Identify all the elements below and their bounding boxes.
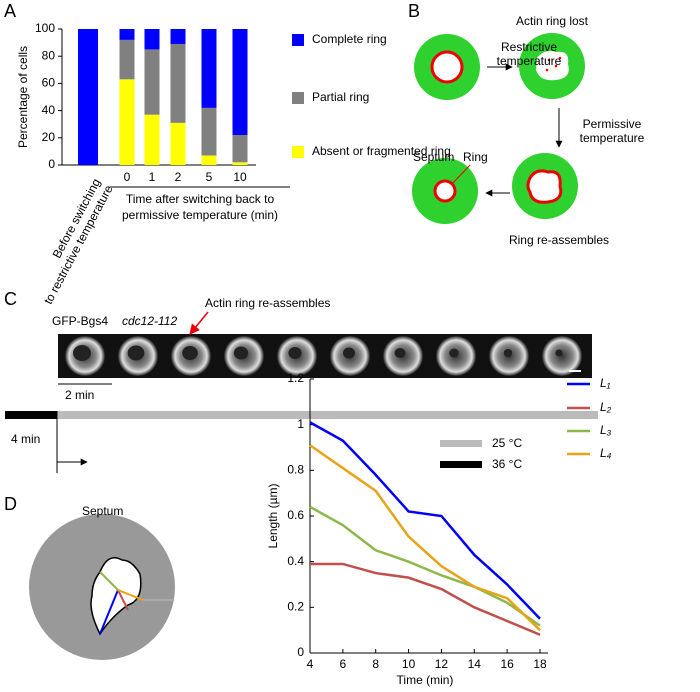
b-label: Permissive temperature — [580, 117, 645, 145]
bar-segment — [232, 135, 248, 163]
y-tick-label: 100 — [35, 21, 55, 35]
x-tick-label: 1 — [149, 170, 156, 184]
legend-label: Partial ring — [312, 90, 369, 104]
cell-hole — [449, 348, 459, 358]
x-tick-label: 12 — [435, 657, 449, 671]
b-label: Ring — [463, 150, 488, 164]
cell-hole — [503, 349, 513, 357]
x-tick-label: Before switchingto restrictive temperatu… — [29, 176, 116, 307]
legend-label: L₄ — [600, 446, 612, 460]
bar-segment — [201, 107, 217, 156]
cell-hole — [343, 347, 355, 359]
y-axis-label: Length (µm) — [266, 484, 280, 549]
legend-swatch — [292, 92, 304, 104]
y-tick-label: 0 — [48, 157, 55, 171]
x-tick-label: 2 — [175, 170, 182, 184]
y-tick-label: 0.4 — [287, 554, 304, 568]
bar-segment — [170, 122, 186, 165]
x-tick-label: 6 — [340, 657, 347, 671]
cell — [542, 336, 582, 376]
x-tick-label: 5 — [206, 170, 213, 184]
panel-letter: D — [4, 494, 17, 514]
line-series — [309, 444, 541, 632]
line-series — [310, 562, 541, 636]
bar-segment — [232, 162, 248, 165]
x-tick-label: 14 — [468, 657, 482, 671]
cell-hole — [233, 346, 249, 360]
x-axis-label: Time (min) — [397, 673, 454, 687]
cell-hole — [127, 345, 145, 361]
y-tick-label: 0 — [297, 645, 304, 659]
legend-label: Absent or fragmented ring — [312, 144, 451, 158]
y-tick-label: 0.6 — [287, 508, 304, 522]
legend-label: 36 °C — [492, 457, 522, 471]
legend-label: L₁ — [600, 376, 611, 390]
y-tick-label: 1 — [297, 417, 304, 431]
x-axis-label: Time after switching back to permissive t… — [122, 192, 278, 222]
arrow — [189, 311, 209, 335]
panel-letter: B — [408, 1, 420, 21]
bar-segment — [119, 29, 135, 40]
diagram-b — [412, 33, 585, 224]
legend-label: L₃ — [600, 423, 612, 437]
x-tick-label: 0 — [124, 170, 131, 184]
bar-segment — [201, 155, 217, 165]
bar-segment — [170, 43, 186, 123]
y-tick-label: 0.2 — [287, 600, 304, 614]
b-label: Ring re-assembles — [509, 233, 609, 247]
y-axis-label: Percentage of cells — [16, 46, 30, 148]
legend-swatch — [292, 146, 304, 158]
c-label: 2 min — [65, 388, 94, 402]
y-tick-label: 1.2 — [287, 371, 304, 385]
bar-segment — [144, 29, 160, 50]
panel-letter: C — [4, 289, 17, 309]
bar-segment — [170, 29, 186, 44]
x-tick-label: 4 — [307, 657, 314, 671]
bar-segment — [144, 49, 160, 115]
cell-hole — [555, 349, 563, 357]
cell-hole — [182, 346, 198, 360]
line-series — [309, 505, 541, 627]
legend-swatch — [440, 461, 482, 468]
image-strip — [58, 334, 592, 378]
y-tick-label: 80 — [42, 48, 56, 62]
x-tick-label: 16 — [500, 657, 514, 671]
d-label: Septum — [82, 504, 123, 518]
cell-hole — [73, 345, 91, 361]
x-tick-label: 10 — [233, 170, 247, 184]
b-label: Restrictive temperature — [497, 40, 562, 68]
panel-letter: A — [4, 1, 16, 21]
b-label: Septum — [413, 150, 454, 164]
legend-swatch — [292, 34, 304, 46]
cell-hole — [394, 348, 406, 358]
legend-label: L₂ — [600, 400, 612, 414]
c-label: cdc12-112 — [122, 314, 177, 328]
y-tick-label: 20 — [42, 130, 56, 144]
septum-diagram — [29, 514, 175, 660]
bar-segment — [201, 29, 217, 108]
c-label: 4 min — [11, 432, 40, 446]
c-label: GFP-Bgs4 — [52, 314, 108, 328]
line-series — [309, 421, 541, 620]
y-tick-label: 0.8 — [287, 463, 304, 477]
bar-segment — [78, 29, 98, 165]
c-annotation: Actin ring re-assembles — [205, 296, 330, 310]
legend-label: Complete ring — [312, 32, 387, 46]
x-tick-label: 18 — [533, 657, 547, 671]
bar-segment — [232, 29, 248, 136]
bar-segment — [119, 79, 135, 165]
x-tick-label: 8 — [372, 657, 379, 671]
cell-hole — [288, 347, 302, 359]
y-tick-label: 40 — [42, 103, 56, 117]
bar-segment — [119, 39, 135, 80]
legend-label: 25 °C — [492, 436, 522, 450]
x-tick-label: 10 — [402, 657, 416, 671]
timeline-25 — [57, 411, 598, 419]
bar-segment — [144, 114, 160, 165]
legend-swatch — [440, 440, 482, 447]
timeline-36 — [5, 411, 57, 419]
b-label: Actin ring lost — [516, 14, 589, 28]
y-tick-label: 60 — [42, 76, 56, 90]
